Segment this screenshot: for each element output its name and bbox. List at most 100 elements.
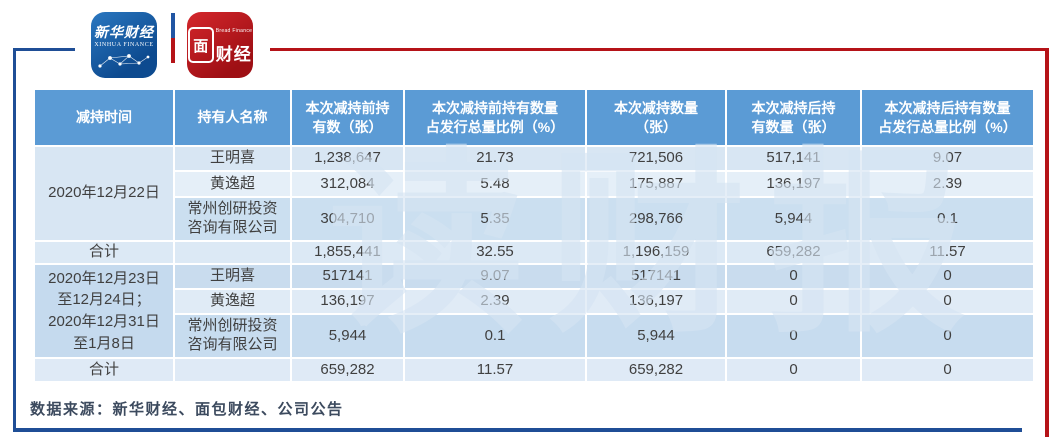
period-line: 2020年12月31日 [48, 313, 160, 330]
holder-name-cell: 王明喜 [173, 263, 292, 290]
frame-line-red-right [1045, 48, 1049, 437]
value-cell: 136,197 [585, 288, 727, 315]
empty-cell [173, 357, 292, 383]
holder-name-cell: 王明喜 [173, 145, 292, 172]
period-cell: 2020年12月22日 [33, 145, 175, 242]
header-line: 本次减持数量 [614, 100, 698, 117]
header-row: 减持时间 持有人名称 本次减持前持 有数（张） 本次减持前持有数量 占发行总量比… [33, 88, 1035, 147]
value-cell: 0 [860, 313, 1035, 359]
table-row: 2020年12月22日 王明喜 1,238,647 21.73 721,506 … [33, 145, 1035, 242]
header-line: 本次减持前持 [305, 100, 390, 117]
column-header-before-amount: 本次减持前持 有数（张） [290, 88, 405, 147]
table-row: 黄逸超 312,084 5.48 175,887 136,197 2.39 [34, 170, 1035, 198]
value-cell: 5,944 [725, 196, 862, 242]
value-cell: 5.48 [403, 170, 587, 198]
table-row: 2020年12月23日 至12月24日； 2020年12月31日 至1月8日 王… [33, 263, 1035, 359]
period-cell: 2020年12月23日 至12月24日； 2020年12月31日 至1月8日 [33, 263, 175, 359]
header-line: 持有人名称 [197, 109, 268, 126]
value-cell: 517,141 [725, 145, 862, 172]
mianbao-logo-row: 面 Bread Finance 财经 [187, 27, 253, 64]
table-row: 黄逸超 136,197 2.39 136,197 0 0 [34, 288, 1035, 315]
frame-line-blue-left [13, 48, 16, 432]
header-line: （张） [635, 118, 677, 135]
value-cell: 659,282 [585, 357, 727, 383]
value-cell: 136,197 [725, 170, 862, 198]
table-row: 常州创研投资 咨询有限公司 5,944 0.1 5,944 0 0 [34, 313, 1035, 359]
mianbao-finance-logo: 面 Bread Finance 财经 [187, 12, 253, 78]
total-label-cell: 合计 [33, 240, 175, 265]
column-header-after-pct: 本次减持后持有数量 占发行总量比例（%） [860, 88, 1035, 147]
value-cell: 2.39 [403, 288, 587, 315]
value-cell: 721,506 [585, 145, 727, 172]
holder-name-line: 常州创研投资 [187, 200, 278, 218]
header-line: 本次减持后持 [751, 100, 836, 117]
header-line: 占发行总量比例（%） [425, 118, 565, 135]
table-row: 常州创研投资 咨询有限公司 304,710 5.35 298,766 5,944… [34, 196, 1035, 242]
logo-divider-red-segment [171, 38, 175, 63]
holder-name-cell: 常州创研投资 咨询有限公司 [173, 196, 292, 242]
holdings-reduction-table-area: 减持时间 持有人名称 本次减持前持 有数（张） 本次减持前持有数量 占发行总量比… [33, 88, 1035, 383]
value-cell: 0 [860, 357, 1035, 383]
mianbao-logo-en-text: Bread Finance [215, 28, 253, 34]
mianbao-logo-cn-text: 财经 [215, 45, 252, 64]
value-cell: 1,196,159 [585, 240, 727, 265]
holder-name-line: 咨询有限公司 [187, 336, 278, 353]
value-cell: 0 [860, 263, 1035, 290]
value-cell: 0 [725, 263, 862, 290]
value-cell: 517141 [585, 263, 727, 290]
value-cell: 5,944 [290, 313, 405, 359]
header-line: 本次减持前持有数量 [432, 100, 558, 117]
value-cell: 11.57 [403, 357, 587, 383]
header-line: 减持时间 [76, 109, 132, 126]
value-cell: 32.55 [403, 240, 587, 265]
period-line: 至1月8日 [73, 334, 135, 352]
value-cell: 21.73 [403, 145, 587, 172]
value-cell: 659,282 [290, 357, 405, 383]
period-line: 至12月24日； [57, 291, 151, 309]
xinhua-logo-cn-text: 新华财经 [94, 23, 154, 40]
value-cell: 1,855,441 [290, 240, 405, 265]
value-cell: 11.57 [860, 240, 1035, 265]
value-cell: 0 [725, 313, 862, 359]
xinhua-finance-logo: 新华财经 XINHUA FINANCE [91, 12, 157, 78]
frame-line-blue-top [13, 48, 75, 51]
column-header-after-amount: 本次减持后持 有数量（张） [725, 88, 862, 147]
data-source-note: 数据来源：新华财经、面包财经、公司公告 [30, 402, 344, 418]
value-cell: 659,282 [725, 240, 862, 265]
header-line: 有数量（张） [751, 118, 836, 135]
logo-divider-blue-segment [171, 13, 175, 38]
value-cell: 0.1 [403, 313, 587, 359]
value-cell: 5.35 [403, 196, 587, 242]
value-cell: 312,084 [290, 170, 405, 198]
value-cell: 298,766 [585, 196, 727, 242]
mianbao-seal-char: 面 [193, 37, 209, 55]
value-cell: 2.39 [860, 170, 1035, 198]
holder-name-cell: 常州创研投资 咨询有限公司 [173, 313, 292, 359]
holder-name-line: 常州创研投资 [187, 317, 278, 335]
column-header-before-pct: 本次减持前持有数量 占发行总量比例（%） [403, 88, 587, 147]
value-cell: 517141 [290, 263, 405, 290]
mianbao-seal-icon: 面 [187, 27, 214, 63]
value-cell: 136,197 [290, 288, 405, 315]
column-header-holder: 持有人名称 [173, 88, 292, 147]
value-cell: 304,710 [290, 196, 405, 242]
total-label-cell: 合计 [33, 357, 175, 383]
holder-name-cell: 黄逸超 [173, 288, 292, 315]
empty-cell [173, 240, 292, 265]
period-line: 2020年12月23日 [48, 269, 160, 287]
value-cell: 175,887 [585, 170, 727, 198]
column-header-period: 减持时间 [33, 88, 175, 147]
header-line: 有数（张） [312, 118, 383, 135]
header-line: 本次减持后持有数量 [884, 100, 1011, 117]
subtotal-row: 合计 1,855,441 32.55 1,196,159 659,282 11.… [33, 240, 1035, 265]
logo-divider [171, 13, 175, 63]
holder-name-cell: 黄逸超 [173, 170, 292, 198]
constellation-icon [98, 53, 150, 68]
header-line: 占发行总量比例（%） [878, 118, 1017, 135]
value-cell: 0 [860, 288, 1035, 315]
frame-line-blue-bottom [13, 428, 1022, 432]
column-header-reduced-amount: 本次减持数量 （张） [585, 88, 727, 147]
holdings-reduction-table: 减持时间 持有人名称 本次减持前持 有数（张） 本次减持前持有数量 占发行总量比… [33, 88, 1035, 383]
mianbao-logo-texts: Bread Finance 财经 [215, 27, 253, 64]
